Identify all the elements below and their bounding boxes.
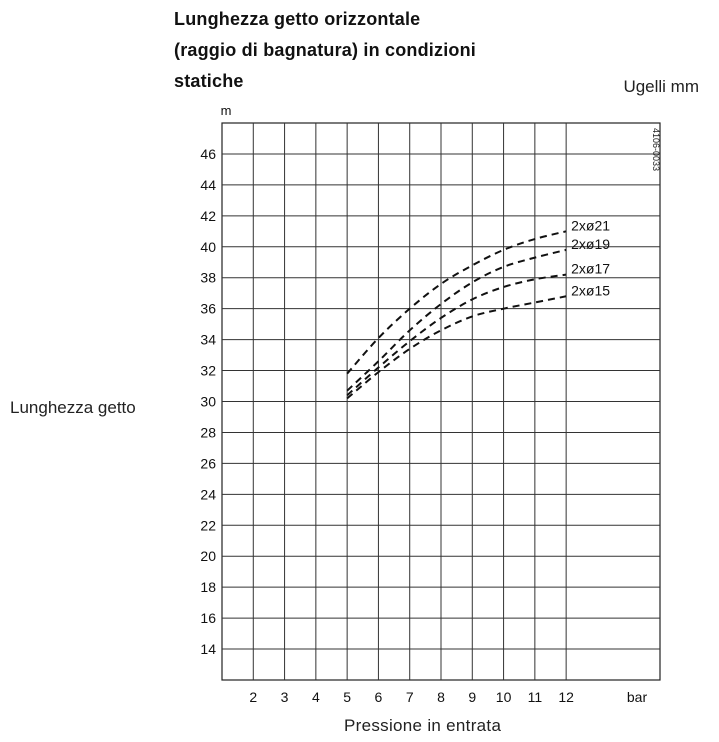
y-tick-label: 30 bbox=[200, 394, 216, 410]
y-tick-label: 38 bbox=[200, 270, 216, 286]
y-tick-label: 42 bbox=[200, 208, 216, 224]
chart-title: Lunghezza getto orizzontale (raggio di b… bbox=[174, 4, 476, 97]
series-label-2: 2xø19 bbox=[571, 236, 610, 252]
series-line-1 bbox=[346, 230, 567, 375]
x-tick-label: 7 bbox=[406, 689, 414, 705]
x-tick-label: 4 bbox=[312, 689, 320, 705]
x-tick-label: 2 bbox=[249, 689, 257, 705]
chart-title-line-3: statiche bbox=[174, 71, 244, 91]
series-line-3 bbox=[346, 273, 567, 397]
x-unit-label: bar bbox=[627, 689, 648, 705]
x-tick-label: 9 bbox=[468, 689, 476, 705]
x-tick-label: 8 bbox=[437, 689, 445, 705]
y-tick-label: 20 bbox=[200, 548, 216, 564]
y-tick-label: 40 bbox=[200, 239, 216, 255]
series-label-3: 2xø17 bbox=[571, 261, 610, 277]
y-tick-label: 18 bbox=[200, 579, 216, 595]
legend-title: Ugelli mm bbox=[623, 77, 699, 96]
series-line-2 bbox=[346, 248, 567, 392]
y-axis-label: Lunghezza getto bbox=[10, 398, 136, 417]
series-label-4: 2xø15 bbox=[571, 282, 610, 298]
y-tick-label: 24 bbox=[200, 486, 216, 502]
chart-title-line-2: (raggio di bagnatura) in condizioni bbox=[174, 40, 476, 60]
y-tick-label: 22 bbox=[200, 517, 216, 533]
x-tick-label: 11 bbox=[528, 689, 543, 705]
y-tick-label: 44 bbox=[200, 177, 216, 193]
x-tick-label: 6 bbox=[375, 689, 383, 705]
x-tick-label: 12 bbox=[558, 689, 574, 705]
chart-title-line-1: Lunghezza getto orizzontale bbox=[174, 9, 421, 29]
y-unit-label: m bbox=[221, 103, 232, 118]
series-line-4 bbox=[346, 295, 567, 400]
y-tick-label: 16 bbox=[200, 610, 216, 626]
y-tick-label: 32 bbox=[200, 363, 216, 379]
y-tick-label: 26 bbox=[200, 455, 216, 471]
y-tick-label: 34 bbox=[200, 332, 216, 348]
x-tick-label: 10 bbox=[496, 689, 512, 705]
y-tick-label: 46 bbox=[200, 146, 216, 162]
y-tick-label: 14 bbox=[200, 641, 216, 657]
series-label-1: 2xø21 bbox=[571, 217, 610, 233]
x-axis-label: Pressione in entrata bbox=[344, 716, 502, 735]
x-tick-label: 3 bbox=[281, 689, 289, 705]
y-tick-label: 28 bbox=[200, 424, 216, 440]
y-tick-label: 36 bbox=[200, 301, 216, 317]
x-tick-label: 5 bbox=[343, 689, 351, 705]
